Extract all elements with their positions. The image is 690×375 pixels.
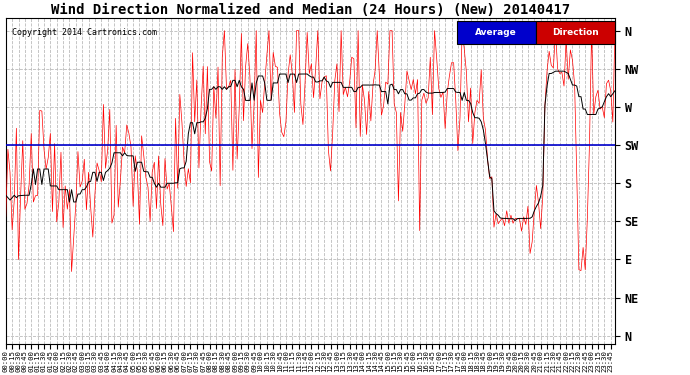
Text: Copyright 2014 Cartronics.com: Copyright 2014 Cartronics.com (12, 28, 157, 37)
Title: Wind Direction Normalized and Median (24 Hours) (New) 20140417: Wind Direction Normalized and Median (24… (51, 3, 570, 17)
FancyBboxPatch shape (535, 21, 615, 44)
Text: Average: Average (475, 28, 517, 37)
Text: Direction: Direction (552, 28, 599, 37)
FancyBboxPatch shape (457, 21, 535, 44)
